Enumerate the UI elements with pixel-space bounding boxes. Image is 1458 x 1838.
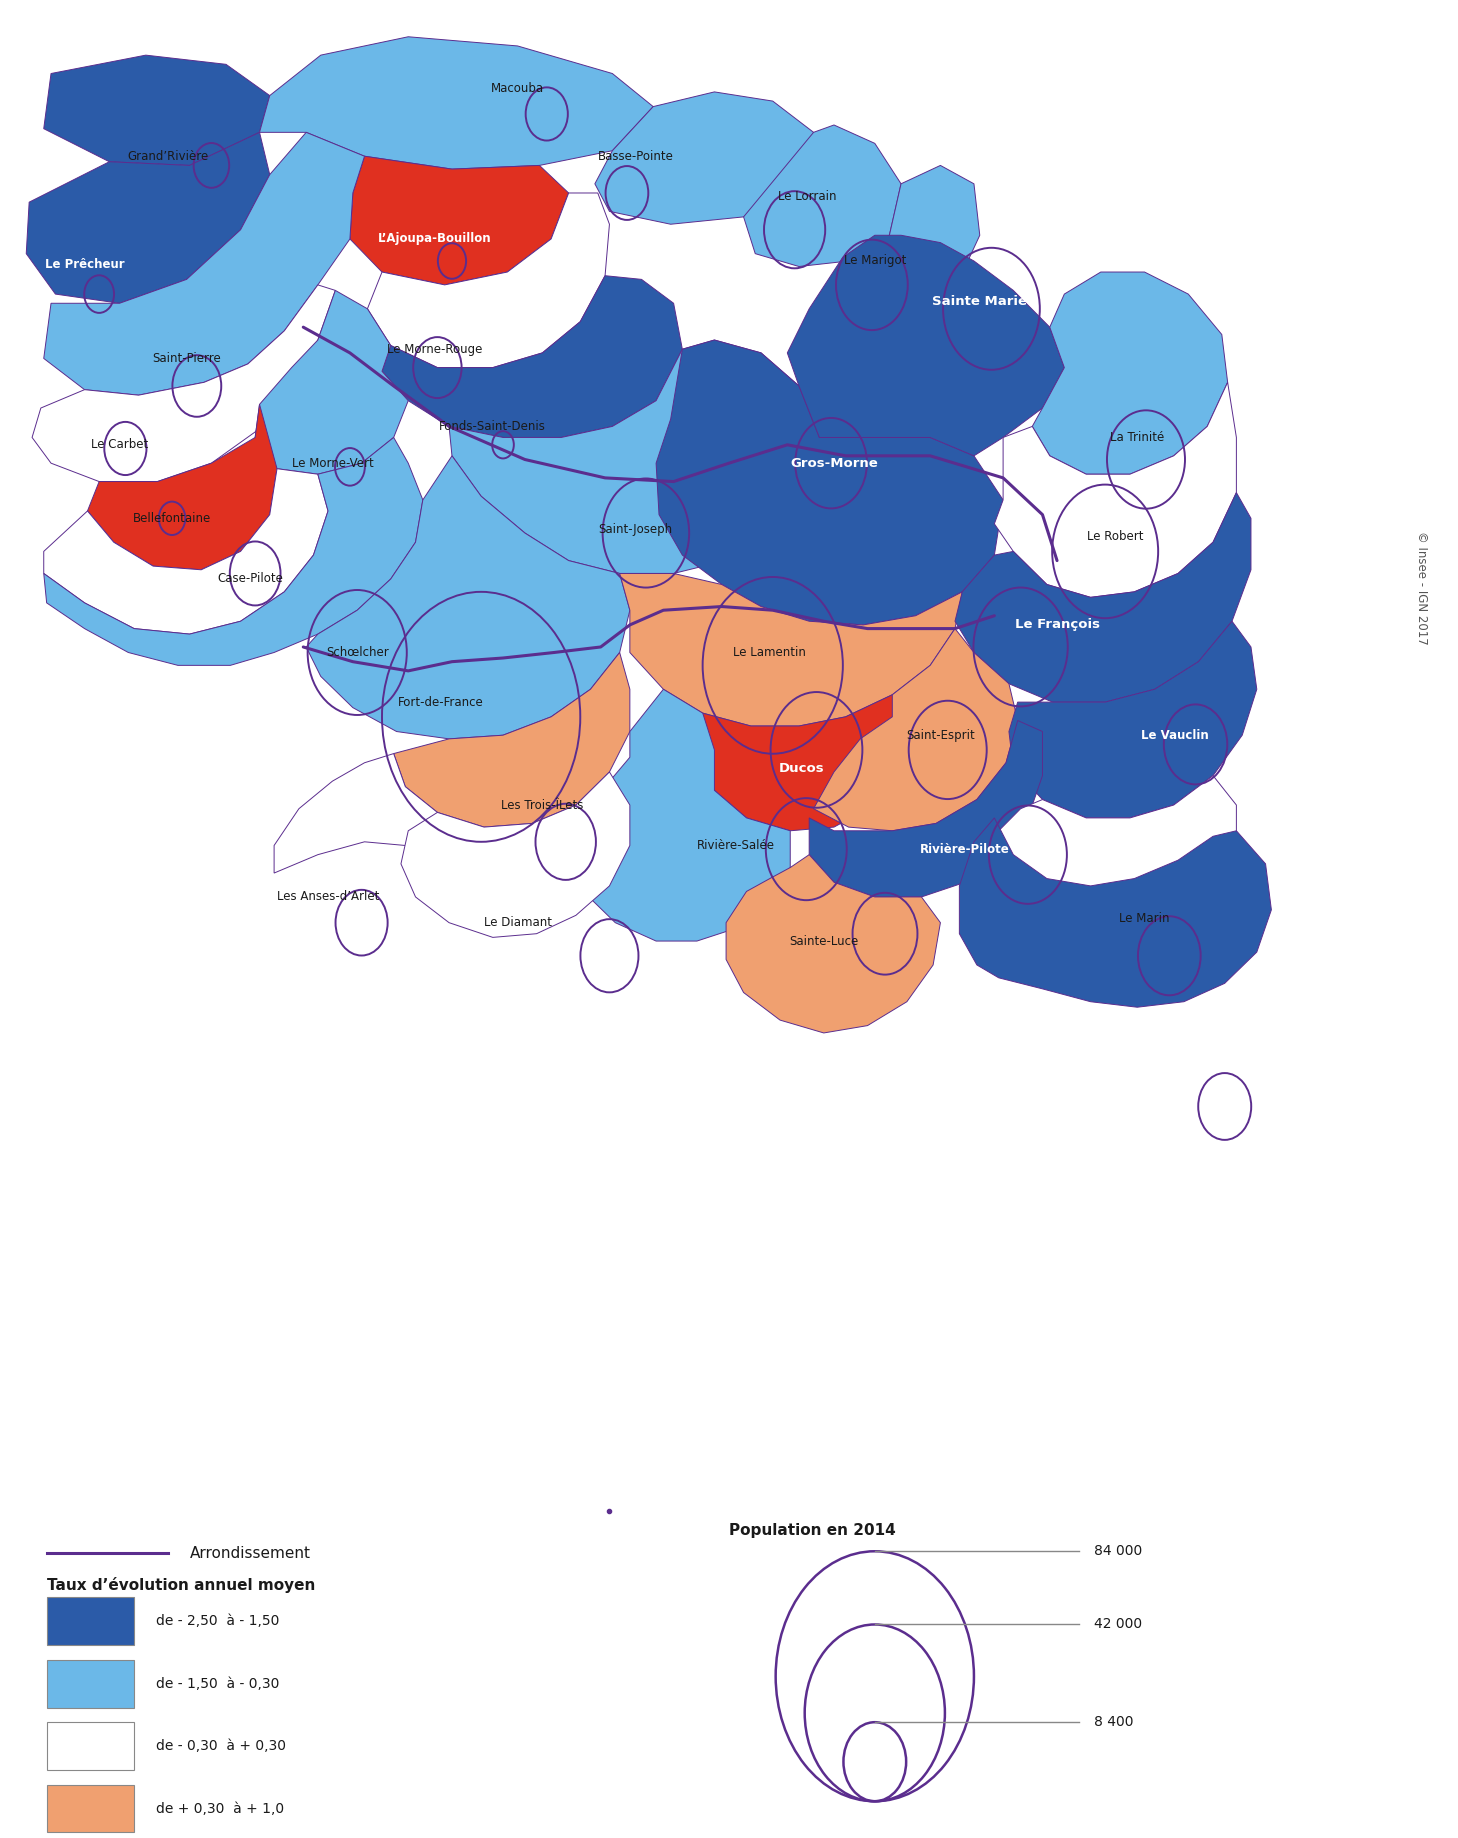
Polygon shape: [350, 156, 569, 285]
Polygon shape: [569, 689, 790, 941]
Polygon shape: [306, 456, 630, 739]
Text: Bellefontaine: Bellefontaine: [133, 511, 211, 526]
Text: Macouba: Macouba: [491, 81, 544, 96]
Text: Le Morne-Rouge: Le Morne-Rouge: [386, 342, 483, 357]
Polygon shape: [994, 776, 1236, 947]
Polygon shape: [1032, 272, 1228, 474]
Polygon shape: [260, 37, 653, 169]
Polygon shape: [87, 404, 277, 570]
Text: Sainte Marie: Sainte Marie: [932, 294, 1028, 309]
Text: Le Morne-Vert: Le Morne-Vert: [292, 456, 373, 471]
Text: Le Lamentin: Le Lamentin: [733, 645, 806, 660]
Polygon shape: [1009, 621, 1257, 818]
Text: Gros-Morne: Gros-Morne: [790, 456, 878, 471]
Text: Les Anses-d’Arlet: Les Anses-d’Arlet: [277, 890, 379, 904]
Text: Le Lorrain: Le Lorrain: [779, 189, 837, 204]
Text: Le François: Le François: [1015, 618, 1099, 632]
Bar: [47, 1785, 134, 1832]
Polygon shape: [367, 193, 609, 368]
Bar: [47, 1660, 134, 1708]
Text: Le Marigot: Le Marigot: [844, 254, 905, 268]
Polygon shape: [44, 469, 328, 634]
Text: Sainte-Anne: Sainte-Anne: [1133, 1055, 1223, 1070]
Text: 8 400: 8 400: [1094, 1715, 1133, 1730]
Polygon shape: [814, 629, 1018, 831]
Polygon shape: [620, 573, 962, 726]
Text: L’Ajoupa-Bouillon: L’Ajoupa-Bouillon: [378, 232, 491, 246]
Text: de - 2,50  à - 1,50: de - 2,50 à - 1,50: [156, 1614, 280, 1628]
Text: Saint-Joseph: Saint-Joseph: [599, 522, 672, 537]
Polygon shape: [787, 235, 1064, 456]
Text: Arrondissement: Arrondissement: [190, 1546, 311, 1560]
Text: Saint-Esprit: Saint-Esprit: [905, 728, 975, 743]
Text: 42 000: 42 000: [1094, 1617, 1142, 1632]
Polygon shape: [255, 290, 408, 474]
Polygon shape: [44, 55, 270, 165]
Polygon shape: [32, 285, 335, 482]
Text: Fort-de-France: Fort-de-France: [398, 695, 483, 709]
Text: Taux d’évolution annuel moyen: Taux d’évolution annuel moyen: [47, 1577, 315, 1594]
Polygon shape: [274, 754, 437, 873]
Text: de + 0,30  à + 1,0: de + 0,30 à + 1,0: [156, 1801, 284, 1816]
Polygon shape: [394, 652, 630, 827]
Text: © Insee - IGN 2017: © Insee - IGN 2017: [1416, 531, 1427, 645]
Text: Le Carbet: Le Carbet: [90, 437, 149, 452]
Text: de - 1,50  à - 0,30: de - 1,50 à - 0,30: [156, 1676, 280, 1691]
Text: Le Diamant: Le Diamant: [484, 915, 551, 930]
Text: de - 0,30  à + 0,30: de - 0,30 à + 0,30: [156, 1739, 286, 1753]
Text: Le Prêcheur: Le Prêcheur: [45, 257, 124, 272]
Polygon shape: [382, 276, 682, 437]
Text: Case-Pilote: Case-Pilote: [217, 572, 284, 586]
Polygon shape: [697, 695, 911, 831]
Text: Les Trois-ÎLets: Les Trois-ÎLets: [502, 798, 583, 812]
Text: Basse-Pointe: Basse-Pointe: [598, 149, 674, 164]
Text: Schœlcher: Schœlcher: [325, 645, 389, 660]
Text: Saint-Pierre: Saint-Pierre: [152, 351, 222, 366]
Text: Le Robert: Le Robert: [1088, 529, 1143, 544]
Text: La Trinité: La Trinité: [1110, 430, 1165, 445]
Text: Population en 2014: Population en 2014: [729, 1522, 895, 1538]
Polygon shape: [26, 132, 270, 303]
Text: Rivière-Pilote: Rivière-Pilote: [920, 842, 1010, 857]
Bar: [47, 1597, 134, 1645]
Polygon shape: [809, 720, 1042, 897]
Polygon shape: [726, 855, 940, 1033]
Polygon shape: [656, 340, 1003, 625]
Polygon shape: [843, 165, 980, 303]
Text: Fonds-Saint-Denis: Fonds-Saint-Denis: [439, 419, 547, 434]
Text: Le Marin: Le Marin: [1120, 912, 1169, 926]
Polygon shape: [44, 132, 364, 395]
Polygon shape: [595, 92, 814, 224]
Polygon shape: [744, 125, 901, 267]
Text: Ducos: Ducos: [779, 761, 825, 776]
Polygon shape: [449, 340, 819, 573]
Text: Rivière-Salée: Rivière-Salée: [697, 838, 776, 853]
Polygon shape: [955, 493, 1251, 702]
Polygon shape: [44, 437, 423, 665]
Text: 84 000: 84 000: [1094, 1544, 1142, 1559]
Text: Sainte-Luce: Sainte-Luce: [789, 934, 859, 948]
Polygon shape: [401, 772, 630, 937]
Bar: [47, 1722, 134, 1770]
Text: Le Vauclin: Le Vauclin: [1142, 728, 1209, 743]
Polygon shape: [959, 818, 1271, 1007]
Text: Grand’Rivière: Grand’Rivière: [127, 149, 208, 164]
Polygon shape: [994, 382, 1236, 597]
